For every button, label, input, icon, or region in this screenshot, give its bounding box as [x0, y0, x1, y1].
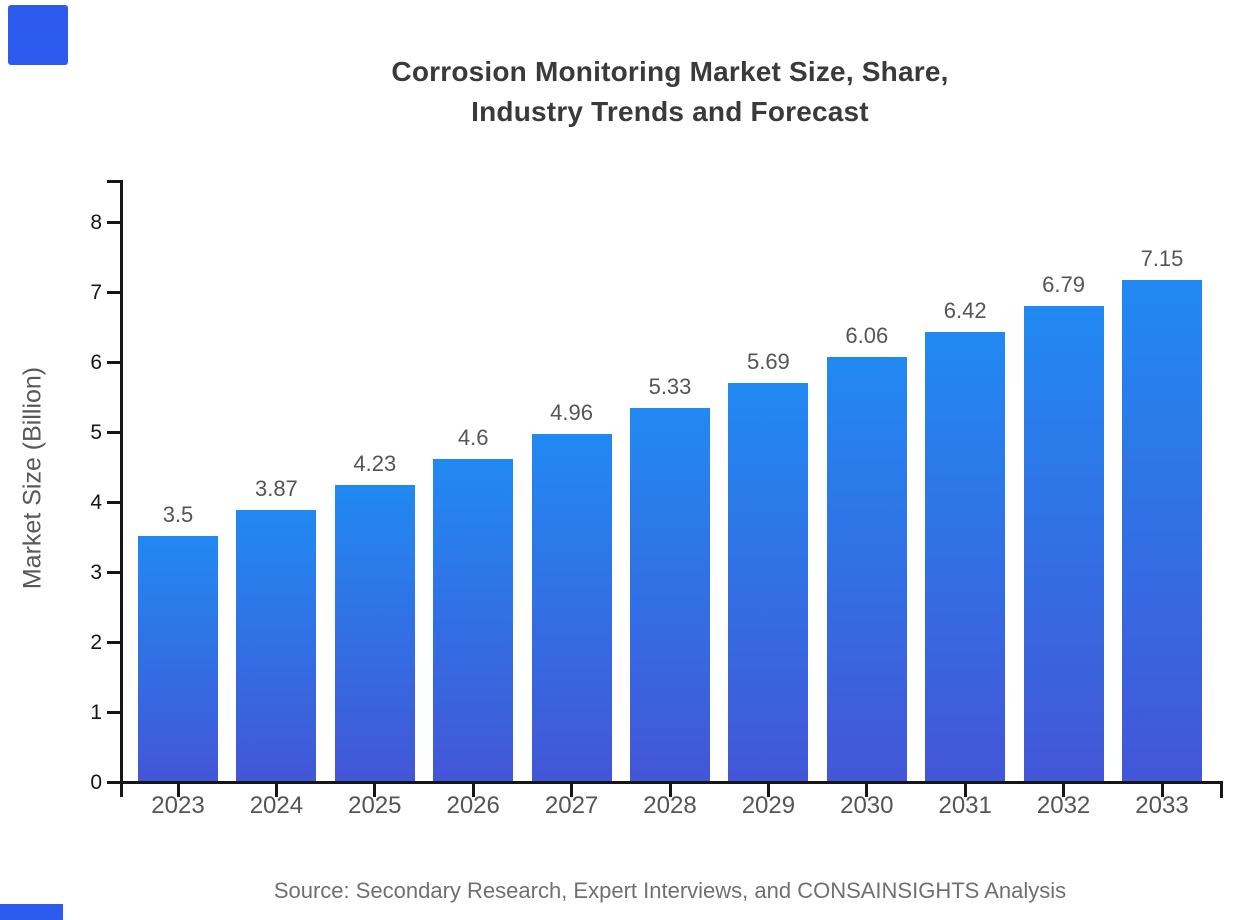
y-axis [120, 180, 123, 797]
chart-title-line-2: Industry Trends and Forecast [471, 96, 869, 127]
y-tick-label: 2 [90, 630, 102, 654]
source-note: Source: Secondary Research, Expert Inter… [273, 878, 1067, 903]
x-tick-label-2033: 2033 [1135, 792, 1189, 819]
y-tick [107, 781, 120, 784]
x-axis [120, 781, 1223, 784]
bar-2029 [728, 383, 809, 781]
x-tick [373, 784, 377, 797]
y-tick [107, 571, 120, 574]
y-tick-label: 4 [90, 490, 102, 514]
bar-value-label: 3.87 [254, 476, 298, 501]
y-tick [107, 501, 120, 504]
chart-title: Corrosion Monitoring Market Size, Share,… [80, 52, 1260, 132]
bar-2025 [334, 485, 415, 781]
bar-value-label: 4.96 [550, 400, 593, 425]
x-tick-label-2032: 2032 [1036, 792, 1091, 819]
x-tick [766, 784, 770, 797]
y-tick-label: 1 [90, 700, 102, 724]
x-tick-label-2024: 2024 [249, 792, 304, 819]
x-tick [570, 784, 574, 797]
x-tick-label-2029: 2029 [741, 792, 796, 819]
y-tick-label: 6 [90, 350, 102, 374]
x-tick [963, 784, 967, 797]
bar-value-label: 6.06 [845, 323, 889, 348]
bar-value-label: 6.42 [943, 298, 987, 323]
y-tick-label: 7 [90, 280, 102, 304]
bar-value-label: 4.23 [353, 451, 397, 476]
y-axis-top-cap [107, 180, 123, 183]
y-tick [107, 431, 120, 434]
x-axis-end-cap [1220, 781, 1223, 798]
brand-mark-top-left-icon [8, 5, 68, 65]
y-tick [107, 361, 120, 364]
bar-2032 [1023, 306, 1104, 781]
y-axis-label: Market Size (Billion) [18, 366, 47, 590]
bar-value-label: 4.6 [457, 425, 489, 450]
x-tick-label-2025: 2025 [348, 792, 402, 819]
bar-2026 [433, 459, 514, 781]
bar-2024 [236, 510, 317, 781]
bar-2031 [925, 332, 1006, 781]
y-tick [107, 221, 120, 224]
bar-2023 [138, 536, 218, 781]
y-tick [107, 711, 120, 714]
x-tick [274, 784, 278, 797]
bar-2030 [826, 357, 907, 781]
bar-2028 [630, 408, 710, 781]
y-tick [107, 291, 120, 294]
x-tick [1160, 784, 1164, 797]
x-tick-label-2028: 2028 [643, 792, 697, 819]
x-tick [176, 784, 180, 797]
x-tick [1062, 784, 1066, 797]
bar-value-label: 5.33 [648, 374, 692, 399]
x-tick-label-2027: 2027 [544, 792, 599, 819]
bar-2033 [1122, 280, 1202, 781]
bar-value-label: 6.79 [1042, 272, 1085, 297]
x-tick [865, 784, 869, 797]
y-tick-label: 5 [90, 420, 102, 444]
x-tick [471, 784, 475, 797]
y-tick [107, 641, 120, 644]
bar-2027 [531, 434, 612, 781]
x-tick-label-2030: 2030 [840, 792, 894, 819]
bar-value-label: 5.69 [746, 349, 790, 374]
y-tick-label: 3 [90, 560, 102, 584]
x-tick [668, 784, 672, 797]
bar-value-label: 3.5 [162, 502, 194, 527]
x-tick-label-2031: 2031 [938, 792, 992, 819]
bar-value-label: 7.15 [1140, 246, 1184, 271]
brand-mark-bottom-left-icon [0, 904, 63, 920]
y-tick-label: 0 [90, 770, 102, 794]
x-tick-label-2026: 2026 [446, 792, 500, 819]
chart-title-line-1: Corrosion Monitoring Market Size, Share, [391, 56, 949, 87]
y-tick-label: 8 [90, 210, 102, 234]
x-tick-label-2023: 2023 [151, 792, 205, 819]
